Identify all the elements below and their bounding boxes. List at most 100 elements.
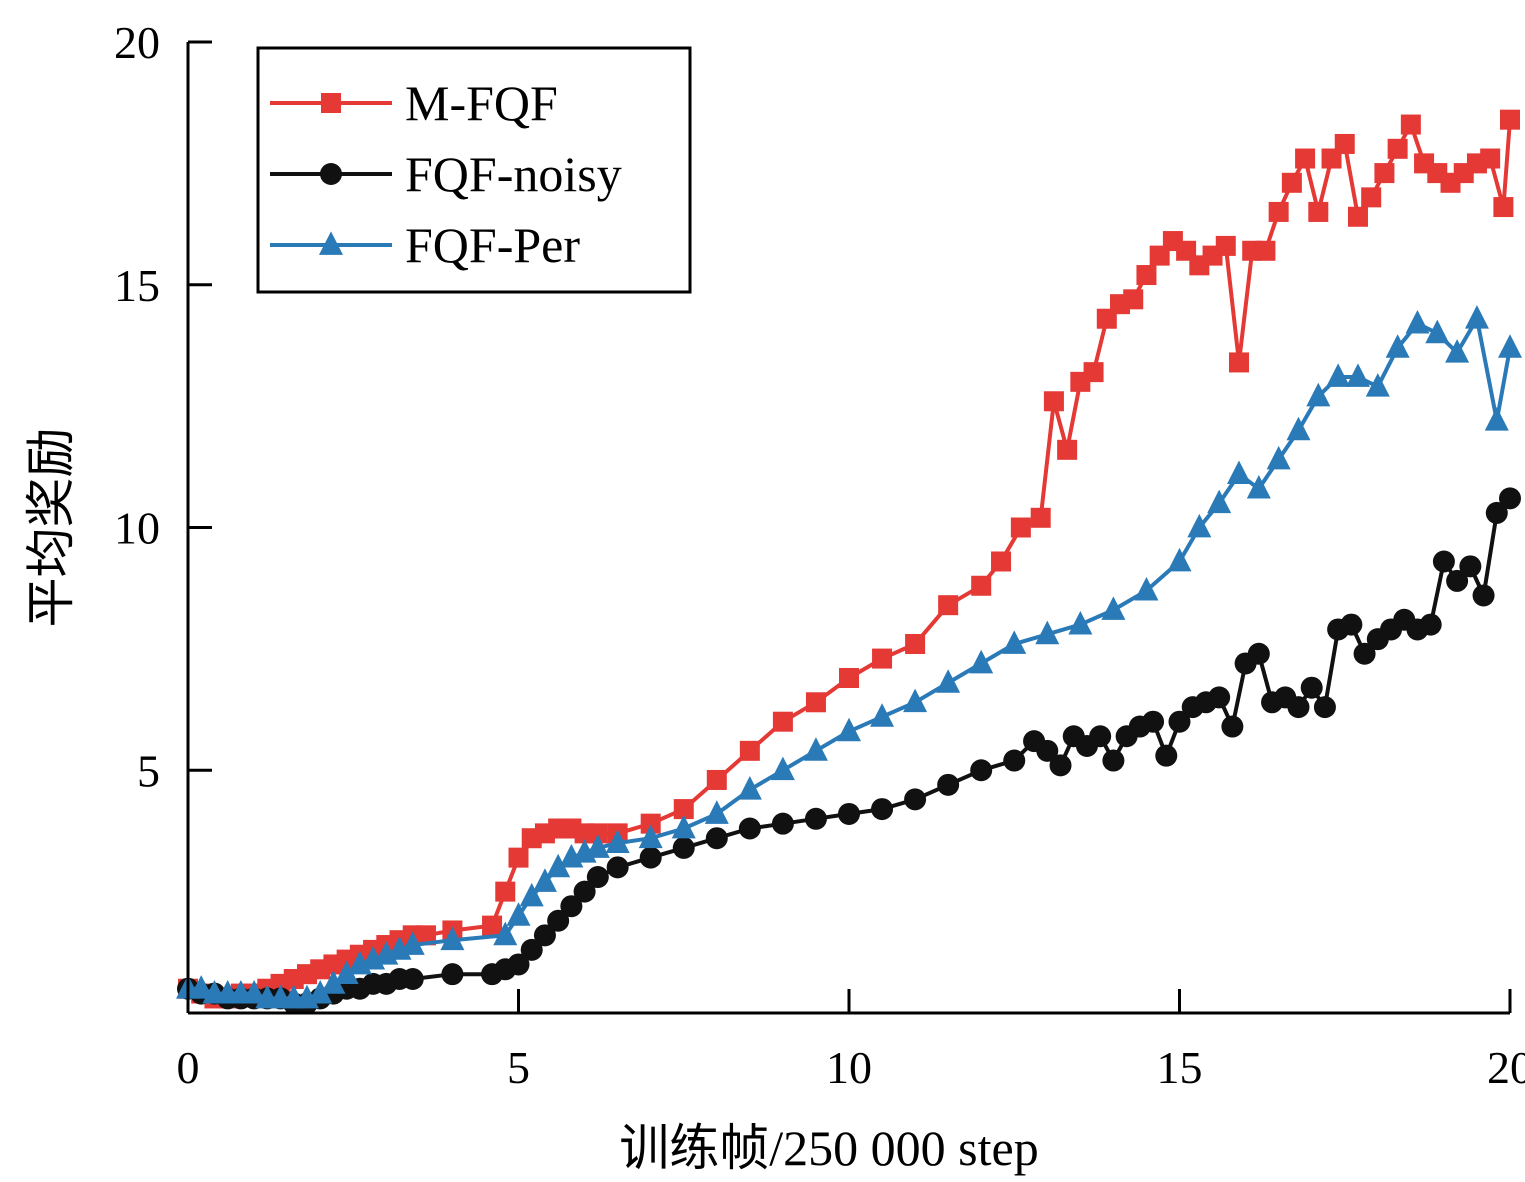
data-point [704,800,729,824]
legend-item: FQF-noisy [270,146,622,202]
legend: M-FQF FQF-noisy FQF-Per [256,46,692,294]
data-point [1246,475,1271,499]
data-point [1419,613,1442,636]
legend-item: FQF-Per [270,217,580,273]
data-point [673,799,694,820]
data-point [805,692,826,713]
data-point [1049,754,1072,777]
x-axis-title: 训练帧/250 000 step [619,1120,1038,1176]
data-point [1168,710,1191,733]
data-point [639,846,662,869]
data-point [970,759,993,782]
data-point [872,648,893,669]
data-point [1334,133,1355,154]
legend-label: M-FQF [405,75,558,131]
data-point [1499,487,1521,510]
data-point [1295,148,1316,169]
data-point [1266,445,1291,470]
series-fqf-per [176,305,1522,1009]
data-point [415,925,436,946]
data-point [737,776,762,800]
data-point [508,847,529,868]
data-point [482,915,503,936]
data-point [1003,749,1026,772]
data-point [1432,550,1455,573]
data-point [1167,547,1192,572]
data-point [1208,686,1231,709]
y-tick-label: 5 [137,745,160,796]
data-point [441,963,464,986]
data-point [1374,163,1395,184]
x-tick-label: 10 [826,1042,872,1093]
data-point [1480,148,1501,169]
data-point [1102,749,1125,772]
data-point [1425,319,1450,344]
data-point [605,829,630,853]
data-point [803,737,828,761]
data-point [1281,172,1302,193]
data-point [1361,187,1382,208]
data-point [1226,460,1251,484]
data-point [507,953,530,976]
data-point [334,960,359,985]
legend-marker [321,93,341,113]
data-point [903,688,928,713]
data-point [440,926,465,951]
data-point [1287,696,1310,719]
x-tick-label: 5 [507,1042,530,1093]
data-point [1308,201,1329,222]
data-point [1035,620,1060,645]
data-point [586,866,609,889]
data-point [519,882,544,907]
data-point [401,968,424,991]
data-point [1300,676,1323,699]
data-point [839,668,859,689]
data-point [573,880,596,903]
series-layer [176,109,1522,1015]
data-point [938,595,959,616]
axes-layer: 0 5 10 15 20 5 10 15 20 [114,17,1525,1093]
y-tick-label: 10 [114,503,160,554]
data-point [738,817,761,840]
data-point [506,902,531,926]
data-point [1484,407,1509,431]
data-point [1313,696,1336,719]
data-point [546,853,571,878]
data-point [520,938,543,961]
data-point [1068,610,1093,635]
data-point [547,909,570,932]
data-point [772,711,793,732]
data-point [871,798,894,821]
legend-marker [320,163,342,185]
data-point [1215,235,1236,256]
data-point [1043,391,1064,412]
data-point [969,649,994,674]
data-point [585,834,610,858]
data-point [937,773,960,796]
data-point [870,703,895,727]
data-point [1387,138,1408,159]
data-point [1498,334,1522,358]
data-point [1036,739,1059,762]
data-point [606,856,629,879]
data-point [991,551,1012,572]
data-point [1083,362,1104,383]
data-point [739,740,760,761]
data-point [905,634,926,655]
data-point [672,836,695,859]
data-point [971,575,992,596]
data-point [1306,382,1331,407]
data-point [1459,555,1482,578]
data-point [1010,517,1031,538]
data-point [1136,265,1157,286]
data-point [771,812,794,835]
data-point [1445,339,1470,363]
data-point [189,975,214,999]
data-point [1446,569,1469,592]
data-point [1405,309,1430,334]
y-axis-title: 平均奖励 [23,428,79,628]
y-tick-label: 15 [114,260,160,311]
data-point [1207,489,1232,514]
